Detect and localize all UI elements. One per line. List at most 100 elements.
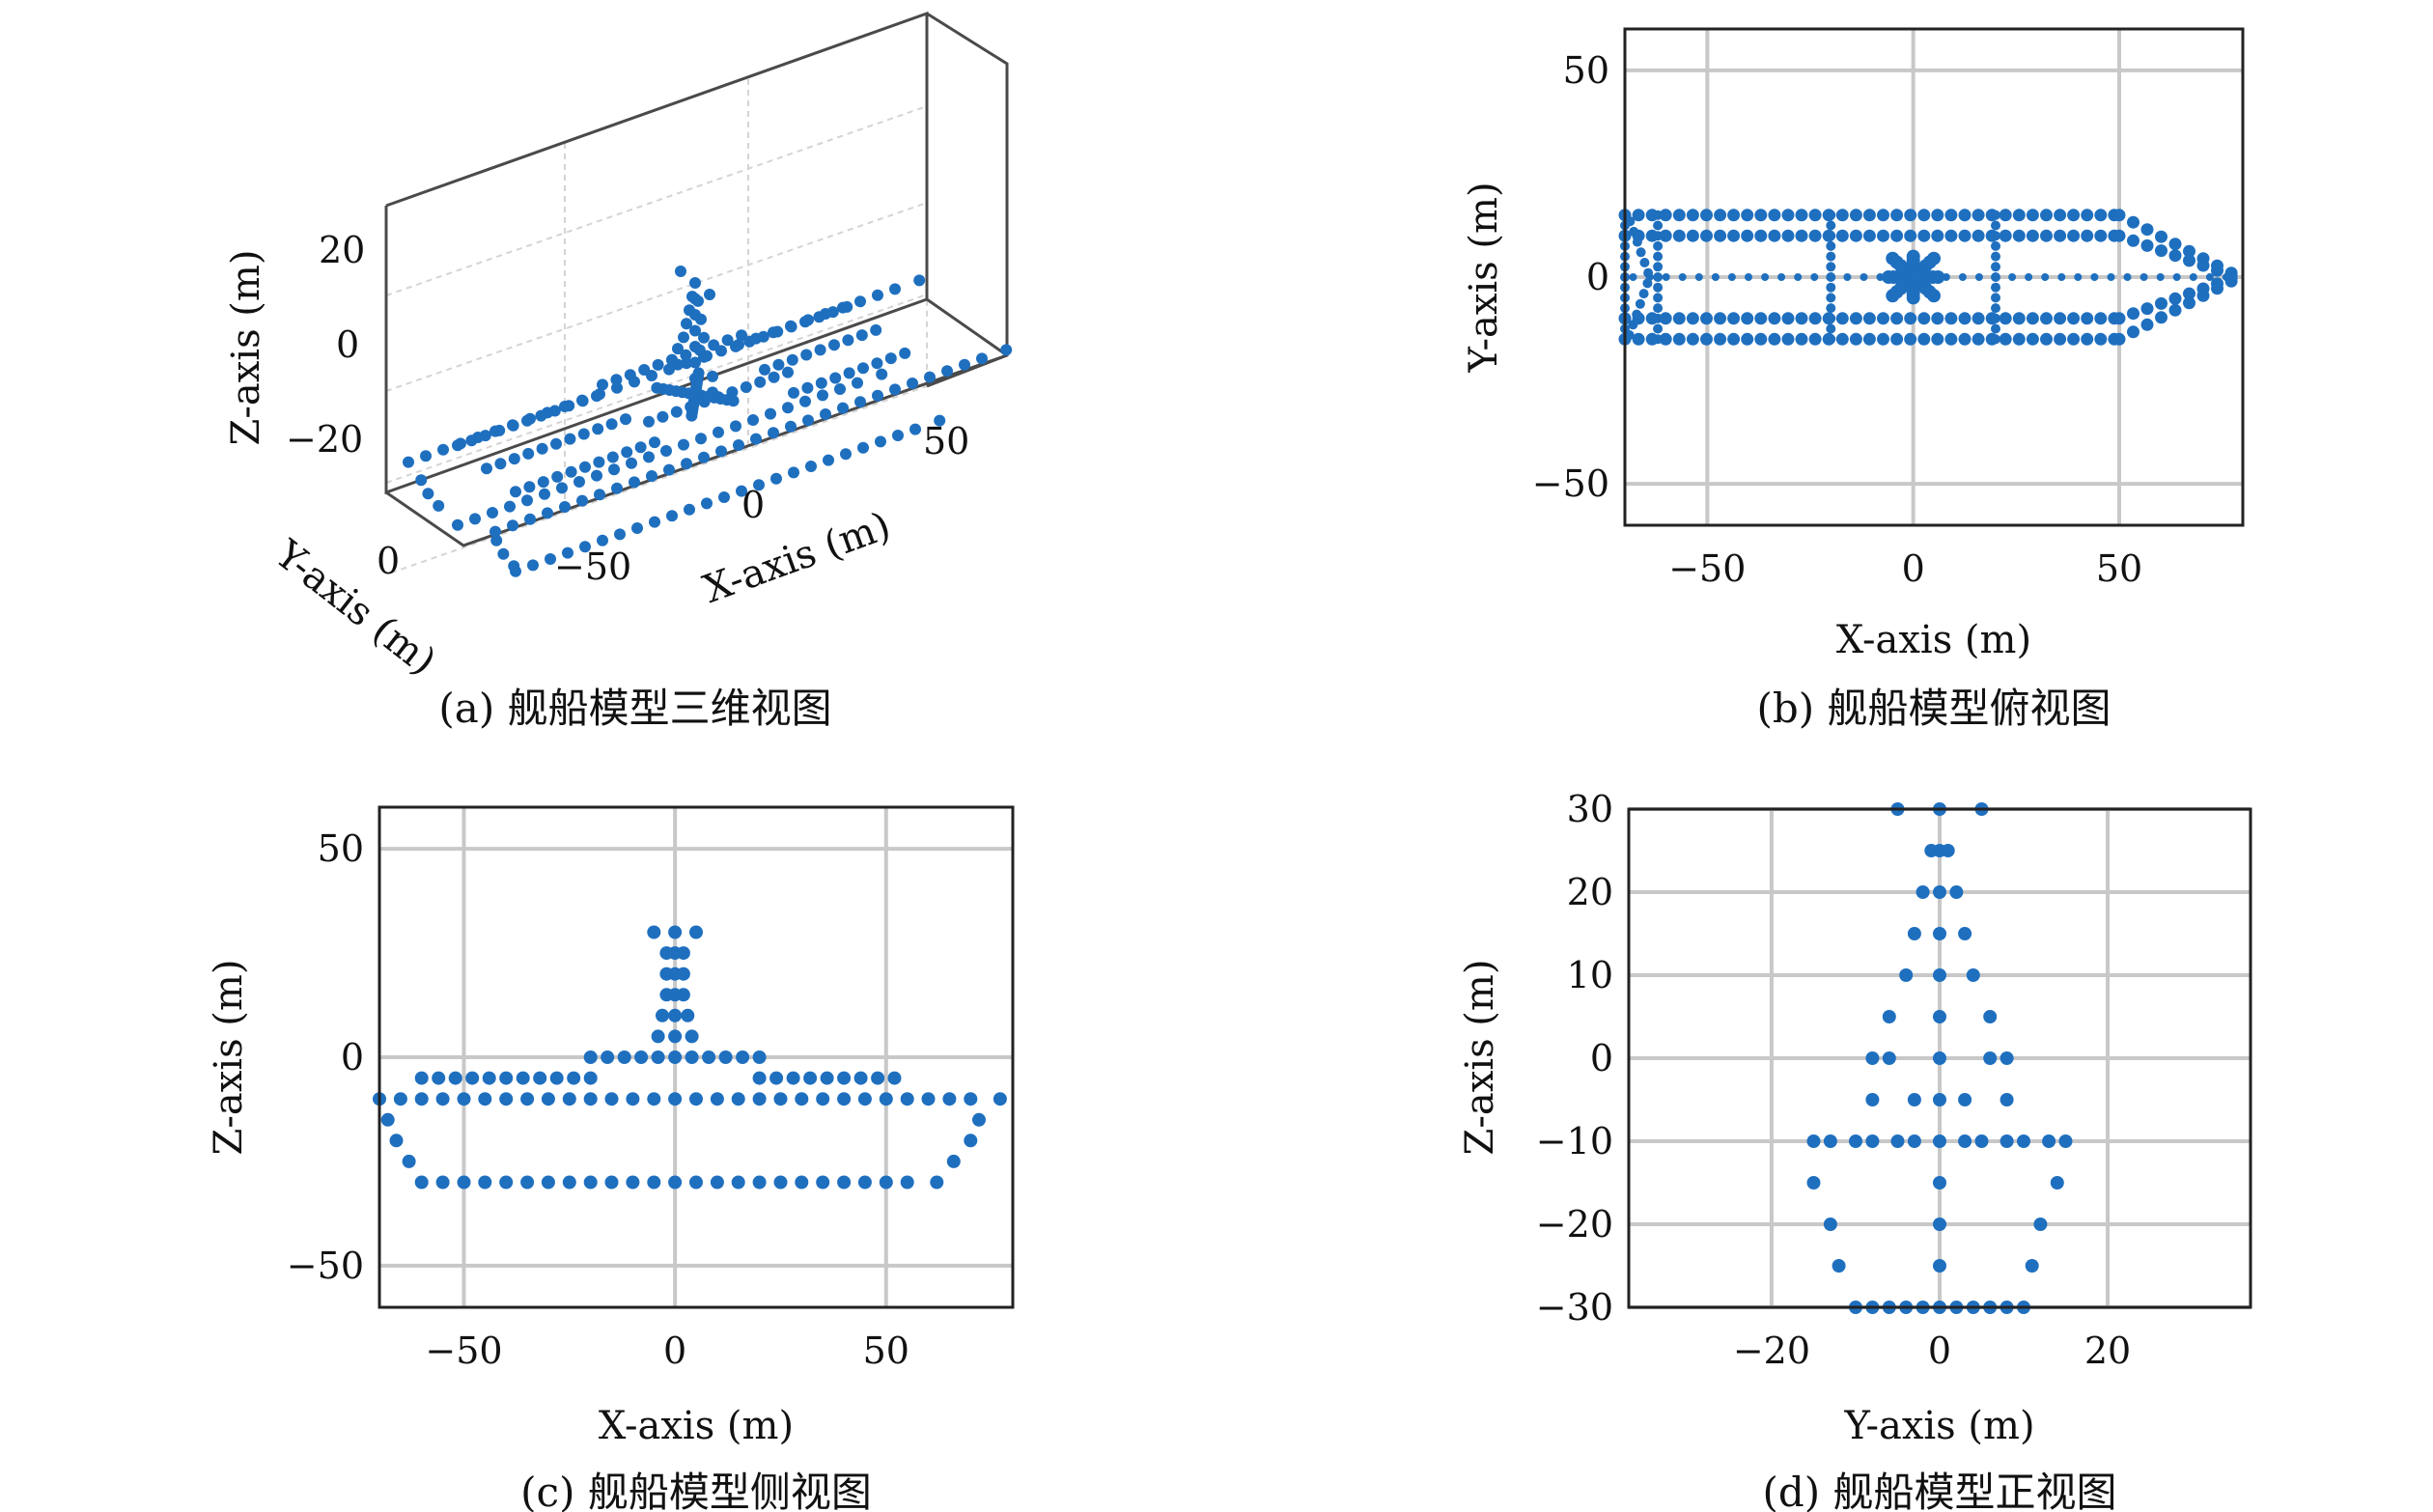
- a-point: [842, 334, 854, 347]
- a-point: [551, 470, 564, 483]
- c-point: [853, 1071, 868, 1085]
- c-point: [499, 1071, 514, 1085]
- b-point: [1625, 216, 1636, 227]
- c-point: [604, 1175, 619, 1190]
- b-point: [1768, 229, 1781, 242]
- b-point: [1958, 332, 1972, 346]
- b-point: [1768, 312, 1781, 325]
- c-point: [516, 1071, 530, 1085]
- c-xtick-label: −50: [425, 1330, 502, 1372]
- b-point: [1714, 209, 1727, 222]
- a-point: [539, 488, 550, 500]
- a-point: [437, 443, 449, 456]
- b-point: [1694, 273, 1703, 281]
- d-point: [2000, 1093, 2014, 1106]
- d-point: [2033, 1218, 2048, 1231]
- b-point: [1794, 273, 1803, 281]
- a-point: [510, 486, 521, 498]
- b-point: [1862, 312, 1876, 325]
- b-point: [1991, 282, 2000, 293]
- d-ytick-label: −30: [1536, 1286, 1613, 1329]
- c-point: [432, 1071, 446, 1085]
- b-point: [1826, 251, 1836, 262]
- c-point: [457, 1092, 471, 1106]
- a-point: [591, 469, 602, 482]
- panel-d-front-view: −20 0 20 30 20 10 0 −10 −20 −30 Y-axis (m) Z-axis…: [1458, 788, 2252, 1512]
- a-point: [556, 482, 568, 494]
- c-point: [803, 1071, 818, 1085]
- b-point: [1826, 293, 1836, 303]
- a-point: [403, 456, 414, 468]
- a-point: [785, 321, 797, 333]
- c-point: [930, 1175, 944, 1190]
- d-point: [1933, 1218, 1946, 1231]
- a-point: [594, 489, 605, 501]
- b-point: [1781, 229, 1795, 242]
- d-point: [1933, 885, 1946, 899]
- a-point: [934, 414, 946, 427]
- b-point: [1991, 210, 2000, 220]
- b-point: [1944, 229, 1958, 242]
- d-point: [1832, 1259, 1846, 1273]
- b-point: [1826, 262, 1836, 272]
- a-xtick-neg50: −50: [554, 546, 631, 588]
- a-grid-line: [385, 105, 928, 296]
- a-point: [415, 474, 428, 487]
- a-point: [785, 420, 797, 433]
- b-point: [2112, 229, 2126, 242]
- c-point: [626, 1175, 640, 1190]
- a-point: [698, 451, 710, 463]
- a-point: [736, 485, 747, 497]
- b-point: [2067, 312, 2081, 325]
- a-point: [592, 423, 604, 435]
- b-point: [1931, 270, 1945, 284]
- b-point: [1927, 251, 1941, 266]
- b-point: [1931, 332, 1944, 346]
- b-point: [2183, 296, 2195, 310]
- b-point: [1628, 320, 1638, 330]
- b-ytick-label: −50: [1532, 462, 1609, 505]
- b-point: [1700, 332, 1713, 346]
- c-point: [647, 925, 661, 939]
- c-point: [921, 1092, 936, 1106]
- a-point: [909, 423, 921, 435]
- b-point: [1944, 332, 1958, 346]
- a-point: [591, 390, 602, 403]
- b-point: [1958, 312, 1972, 325]
- d-ytick-label: 10: [1567, 954, 1613, 996]
- b-point: [2074, 273, 2083, 281]
- a-point: [646, 470, 657, 482]
- b-point: [1835, 312, 1849, 325]
- a-point: [537, 476, 549, 489]
- c-point: [837, 1175, 852, 1190]
- a-point: [857, 362, 869, 375]
- c-point: [795, 1175, 809, 1190]
- b-plot-frame: [1623, 27, 2245, 527]
- b-point: [1653, 240, 1664, 251]
- a-point: [527, 559, 539, 572]
- a-xtick-0: 0: [741, 484, 765, 526]
- b-point: [1991, 231, 2000, 241]
- c-point: [769, 1071, 784, 1085]
- a-point: [698, 331, 710, 344]
- b-point: [1904, 332, 1917, 346]
- b-point: [1714, 312, 1727, 325]
- a-point: [422, 488, 434, 500]
- a-point: [521, 414, 533, 427]
- b-point: [1808, 312, 1822, 325]
- a-caption: (a) 舰船模型三维视图: [438, 685, 831, 732]
- b-point: [2168, 238, 2182, 251]
- b-point: [1700, 312, 1713, 325]
- c-points: [373, 925, 1007, 1190]
- a-point: [765, 407, 776, 420]
- a-point: [657, 410, 669, 423]
- a-ztick-0: 0: [336, 323, 359, 366]
- d-point: [1882, 1051, 1896, 1065]
- c-plot-frame: [378, 805, 1015, 1309]
- c-point: [972, 1112, 986, 1127]
- b-point: [2094, 332, 2108, 346]
- c-point: [478, 1092, 492, 1106]
- b-point: [1714, 332, 1727, 346]
- c-point: [562, 1175, 576, 1190]
- b-point: [1639, 258, 1650, 267]
